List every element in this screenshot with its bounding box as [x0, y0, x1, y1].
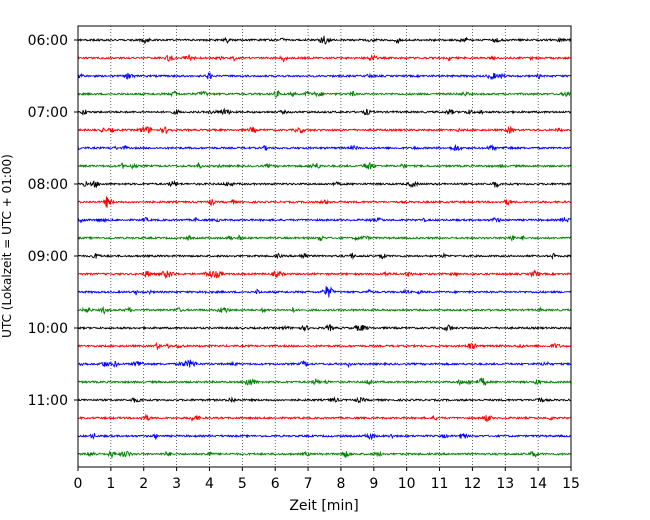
y-tick-label: 08:00	[28, 177, 68, 193]
y-tick-label: 06:00	[28, 33, 68, 49]
x-tick-label: 7	[304, 476, 313, 492]
trace-0745	[77, 162, 572, 171]
trace-0715	[77, 125, 572, 135]
trace-1115	[77, 413, 572, 423]
x-tick-label: 2	[139, 476, 148, 492]
trace-1015	[77, 341, 572, 350]
x-tick-label: 6	[271, 476, 280, 492]
trace-0730	[77, 143, 572, 152]
x-tick-label: 8	[336, 476, 345, 492]
x-axis: 0 1 2 3 4 5 6 7 8 9 10 11 12 13 14 15	[74, 467, 580, 492]
x-axis-label: Zeit [min]	[289, 498, 358, 514]
trace-1000	[77, 323, 572, 333]
trace-0830	[77, 216, 572, 224]
trace-1100	[77, 396, 572, 404]
x-tick-label: 3	[172, 476, 181, 492]
x-tick-label: 9	[369, 476, 378, 492]
y-axis: 06:00 07:00 08:00 09:00 10:00 11:00	[28, 33, 78, 409]
trace-0645	[77, 89, 572, 98]
trace-0815	[77, 196, 572, 209]
trace-1030	[77, 359, 572, 369]
trace-0600	[77, 35, 572, 45]
trace-0700	[77, 107, 572, 116]
x-tick-label: 5	[238, 476, 247, 492]
x-tick-label: 0	[74, 476, 83, 492]
seismic-traces	[77, 35, 572, 459]
trace-0630	[77, 72, 572, 81]
x-tick-label: 14	[529, 476, 547, 492]
x-tick-label: 11	[431, 476, 449, 492]
y-tick-label: 09:00	[28, 249, 68, 265]
plot-frame	[77, 25, 572, 468]
y-tick-label: 10:00	[28, 321, 68, 337]
x-tick-label: 13	[496, 476, 514, 492]
trace-0930	[77, 286, 572, 298]
y-axis-label: UTC (Lokalzeit = UTC + 01:00)	[0, 154, 14, 338]
trace-0900	[77, 252, 572, 261]
x-tick-label: 4	[205, 476, 214, 492]
trace-0845	[77, 234, 572, 242]
x-tick-label: 12	[463, 476, 481, 492]
x-tick-label: 1	[106, 476, 115, 492]
trace-1145	[77, 449, 572, 459]
y-tick-label: 07:00	[28, 105, 68, 121]
trace-1045	[77, 377, 572, 386]
trace-0945	[77, 305, 572, 315]
x-tick-label: 15	[562, 476, 580, 492]
trace-0615	[77, 53, 572, 63]
trace-0800	[77, 179, 572, 189]
x-tick-label: 10	[398, 476, 416, 492]
trace-1130	[77, 432, 572, 441]
trace-0915	[77, 269, 572, 280]
y-tick-label: 11:00	[28, 393, 68, 409]
